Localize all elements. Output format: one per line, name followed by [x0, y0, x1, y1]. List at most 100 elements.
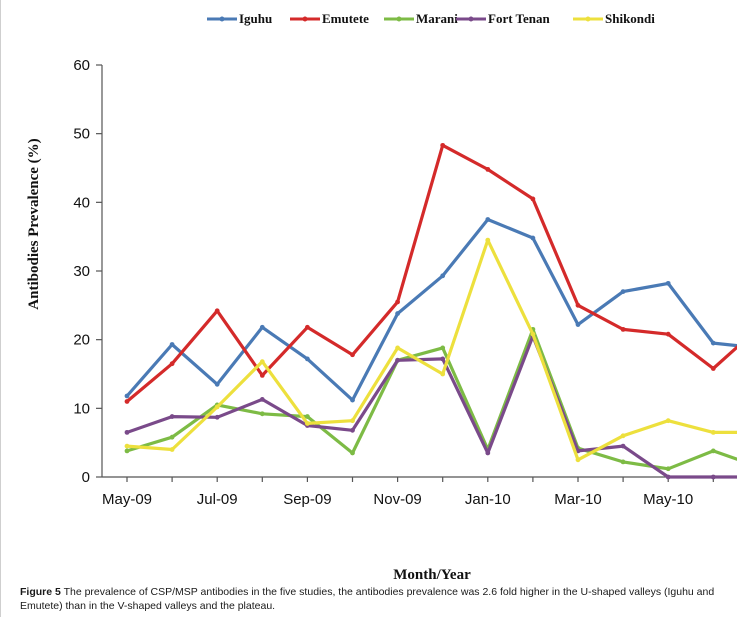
- data-point: [485, 217, 491, 222]
- data-point: [169, 414, 175, 419]
- data-point: [169, 447, 175, 452]
- data-point: [214, 381, 220, 387]
- series-line-fort-tenan: [125, 334, 737, 479]
- data-point: [395, 299, 400, 305]
- data-point: [395, 311, 400, 316]
- data-point: [305, 414, 310, 419]
- legend-marker: [219, 16, 225, 22]
- data-point: [124, 399, 130, 404]
- data-point: [214, 308, 220, 314]
- series-line-marani: [125, 327, 737, 471]
- y-axis-label: Antibodies Prevalence (%): [26, 138, 42, 309]
- data-point: [350, 397, 355, 403]
- legend-label: Emutete: [322, 11, 369, 26]
- y-tick-label: 20: [73, 332, 90, 349]
- y-tick-label: 40: [73, 194, 90, 211]
- data-point: [305, 421, 310, 426]
- y-ticks: 0 10 20 30 40 50 60: [73, 57, 102, 486]
- x-ticks: May-09 Jul-09 Sep-09 Nov-09 Jan-10 Mar-10 May-…: [102, 477, 714, 508]
- data-point: [485, 237, 491, 243]
- data-point: [350, 427, 355, 433]
- data-point: [620, 443, 626, 449]
- data-point: [124, 448, 130, 454]
- series-group: [124, 142, 737, 480]
- data-point: [665, 474, 671, 480]
- legend-marker: [396, 16, 402, 22]
- x-tick-label: May-09: [102, 491, 152, 508]
- caption-label: Figure 5: [20, 586, 61, 598]
- data-point: [440, 345, 446, 351]
- figure-caption: Figure 5 The prevalence of CSP/MSP antib…: [20, 585, 735, 613]
- data-point: [665, 331, 671, 337]
- data-point: [440, 356, 446, 362]
- series-line-iguhu: [125, 217, 737, 402]
- data-point: [259, 411, 265, 417]
- data-point: [575, 457, 581, 463]
- data-point: [305, 324, 310, 330]
- legend-marker: [585, 16, 591, 22]
- x-tick-label: Sep-09: [283, 491, 331, 508]
- data-point: [305, 356, 310, 362]
- data-point: [665, 466, 671, 472]
- x-tick-label: Jul-09: [197, 491, 238, 508]
- data-point: [259, 397, 265, 402]
- data-point: [575, 322, 581, 327]
- data-point: [124, 429, 130, 435]
- data-point: [530, 331, 536, 337]
- legend-label: Iguhu: [239, 11, 272, 26]
- data-point: [665, 280, 671, 286]
- y-tick-label: 50: [73, 126, 90, 143]
- data-point: [620, 433, 626, 439]
- data-point: [214, 404, 220, 410]
- data-point: [530, 235, 536, 241]
- x-tick-label: Mar-10: [554, 491, 602, 508]
- data-point: [169, 434, 175, 440]
- data-point: [620, 326, 626, 332]
- data-point: [620, 459, 626, 465]
- caption-text: The prevalence of CSP/MSP antibodies in …: [20, 586, 715, 612]
- y-tick-label: 10: [73, 400, 90, 417]
- data-point: [259, 359, 265, 365]
- legend-marker: [302, 16, 308, 22]
- data-point: [350, 450, 355, 456]
- data-point: [440, 273, 446, 279]
- data-point: [440, 371, 446, 377]
- data-point: [350, 418, 355, 424]
- data-point: [124, 393, 130, 399]
- data-point: [575, 302, 581, 308]
- legend-label: Shikondi: [605, 11, 655, 26]
- legend-marker: [468, 16, 474, 22]
- y-tick-label: 30: [73, 263, 90, 280]
- data-point: [710, 448, 716, 454]
- y-tick-label: 60: [73, 57, 90, 74]
- data-point: [214, 414, 220, 420]
- legend-label: Fort Tenan: [488, 11, 551, 26]
- x-tick-label: Nov-09: [373, 491, 421, 508]
- data-point: [395, 345, 400, 351]
- data-point: [350, 352, 355, 358]
- data-point: [169, 361, 175, 367]
- axes: [101, 65, 737, 478]
- data-point: [169, 342, 175, 347]
- data-point: [665, 418, 671, 424]
- x-tick-label: Jan-10: [465, 491, 511, 508]
- legend: Iguhu Emutete Marani Fort Tenan Shikondi: [207, 11, 655, 26]
- x-tick-label: May-10: [643, 491, 693, 508]
- data-point: [395, 357, 400, 363]
- x-axis-label: Month/Year: [393, 567, 471, 583]
- legend-label: Marani: [416, 11, 458, 26]
- data-point: [485, 450, 491, 456]
- data-point: [710, 366, 716, 371]
- series-line-emutete: [125, 143, 737, 404]
- data-point: [710, 474, 716, 480]
- data-point: [710, 429, 716, 435]
- y-tick-label: 0: [82, 469, 90, 486]
- data-point: [530, 196, 536, 202]
- data-point: [259, 324, 265, 330]
- data-point: [620, 289, 626, 294]
- data-point: [485, 166, 491, 172]
- data-point: [440, 142, 446, 148]
- data-point: [710, 340, 716, 346]
